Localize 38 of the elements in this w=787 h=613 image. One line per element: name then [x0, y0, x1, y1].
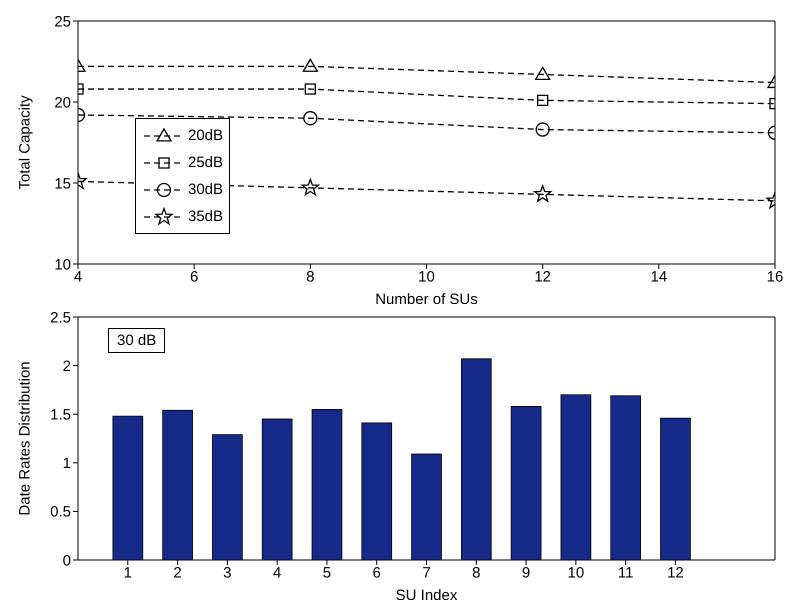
x-tick-label: 12	[667, 564, 684, 582]
y-tick-label: 10	[54, 256, 71, 274]
legend-label: 20dB	[188, 127, 224, 144]
y-tick-label: 1	[62, 455, 71, 472]
y-axis-title: Date Rates Distribution	[16, 361, 34, 516]
x-tick-label: 9	[522, 564, 530, 582]
x-tick-label: 16	[766, 268, 784, 286]
x-tick-label: 12	[534, 268, 552, 286]
x-tick-label: 14	[650, 268, 668, 286]
x-tick-label: 3	[223, 564, 232, 582]
y-tick-label: 25	[54, 13, 71, 30]
annotation: 30 dB	[108, 328, 166, 353]
y-tick-label: 20	[54, 94, 71, 112]
x-tick-label: 10	[418, 268, 435, 286]
y-tick-label: 0.5	[50, 504, 71, 521]
x-tick-label: 1	[124, 564, 132, 582]
x-tick-label: 6	[190, 268, 198, 286]
y-tick-label: 15	[54, 175, 71, 192]
y-tick-label: 0	[62, 552, 71, 570]
x-tick-label: 7	[422, 564, 431, 582]
legend-label: 35dB	[188, 208, 224, 225]
x-tick-label: 4	[272, 564, 282, 582]
x-tick-label: 10	[568, 564, 584, 582]
y-axis-title: Total Capacity	[16, 94, 34, 190]
x-axis-title: Number of SUs	[375, 291, 478, 308]
x-tick-label: 4	[74, 268, 82, 286]
x-tick-label: 8	[472, 564, 480, 582]
y-tick-label: 2	[62, 358, 71, 375]
y-tick-label: 2.5	[50, 309, 71, 326]
x-tick-label: 2	[173, 564, 182, 582]
x-tick-label: 8	[306, 268, 315, 286]
x-tick-label: 11	[618, 564, 634, 582]
y-tick-label: 1.5	[50, 406, 71, 424]
x-axis-title: SU Index	[396, 587, 458, 604]
legend-label: 30dB	[188, 181, 224, 198]
x-tick-label: 6	[372, 564, 381, 582]
x-tick-label: 5	[322, 564, 332, 582]
legend-label: 25dB	[188, 154, 224, 171]
